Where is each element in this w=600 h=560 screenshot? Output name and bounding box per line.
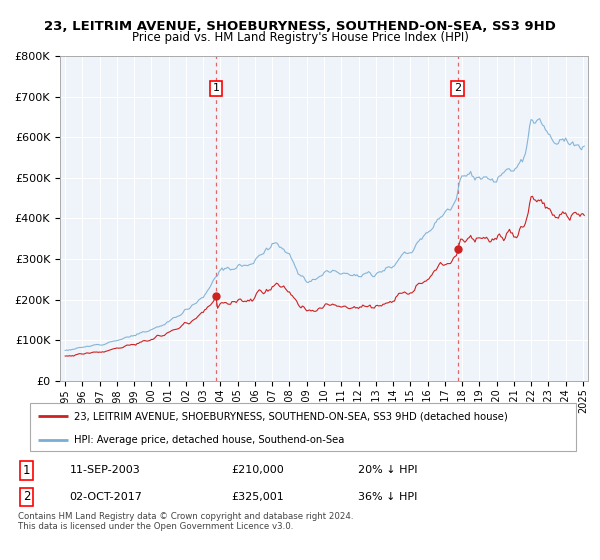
Text: 11-SEP-2003: 11-SEP-2003 [70, 465, 140, 475]
Text: 20% ↓ HPI: 20% ↓ HPI [358, 465, 417, 475]
Text: 02-OCT-2017: 02-OCT-2017 [70, 492, 142, 502]
Text: 23, LEITRIM AVENUE, SHOEBURYNESS, SOUTHEND-ON-SEA, SS3 9HD: 23, LEITRIM AVENUE, SHOEBURYNESS, SOUTHE… [44, 20, 556, 32]
Text: 1: 1 [212, 83, 220, 94]
Text: Price paid vs. HM Land Registry's House Price Index (HPI): Price paid vs. HM Land Registry's House … [131, 31, 469, 44]
Text: £325,001: £325,001 [231, 492, 284, 502]
Text: HPI: Average price, detached house, Southend-on-Sea: HPI: Average price, detached house, Sout… [74, 435, 344, 445]
Text: 2: 2 [454, 83, 461, 94]
Text: 2: 2 [23, 491, 30, 503]
Text: 1: 1 [23, 464, 30, 477]
Text: Contains HM Land Registry data © Crown copyright and database right 2024.
This d: Contains HM Land Registry data © Crown c… [18, 512, 353, 531]
Text: £210,000: £210,000 [231, 465, 284, 475]
Text: 23, LEITRIM AVENUE, SHOEBURYNESS, SOUTHEND-ON-SEA, SS3 9HD (detached house): 23, LEITRIM AVENUE, SHOEBURYNESS, SOUTHE… [74, 411, 508, 421]
Text: 36% ↓ HPI: 36% ↓ HPI [358, 492, 417, 502]
